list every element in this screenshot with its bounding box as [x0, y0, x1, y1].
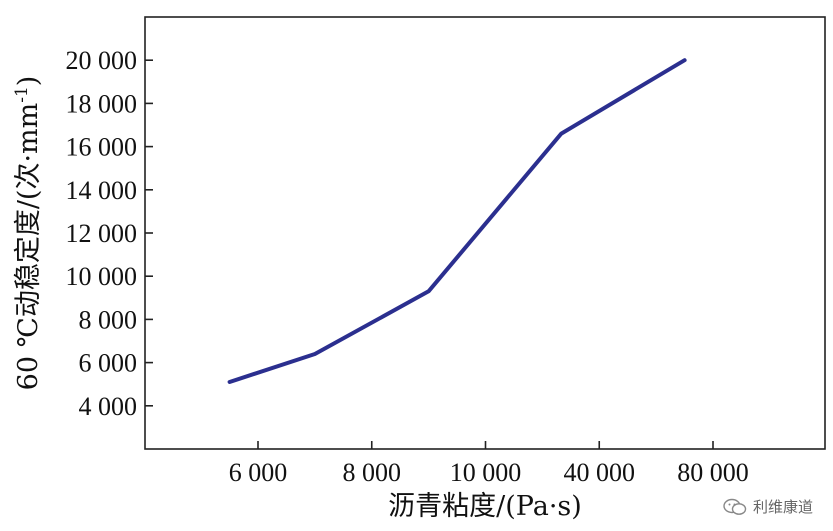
y-axis-title: 60 ℃动稳定度/(次·mm-1) [12, 76, 44, 391]
y-tick-label: 4 000 [79, 392, 138, 421]
x-axis: 6 000 8 000 10 000 40 000 80 000 [229, 441, 749, 487]
y-tick-label: 14 000 [66, 176, 138, 205]
y-axis-title-sup: -1 [12, 86, 32, 103]
x-axis-title: 沥青粘度/(Pa·s) [388, 491, 582, 522]
x-tick-label: 6 000 [229, 458, 288, 487]
y-tick-label: 8 000 [79, 305, 138, 334]
series-line [227, 58, 687, 384]
x-tick-label: 80 000 [677, 458, 749, 487]
wechat-icon [723, 498, 747, 515]
y-tick-label: 18 000 [66, 89, 138, 118]
y-tick-label: 20 000 [66, 46, 138, 75]
y-tick-label: 10 000 [66, 262, 138, 291]
x-tick-label: 8 000 [343, 458, 402, 487]
y-tick-label: 12 000 [66, 219, 138, 248]
watermark-text: 利维康道 [752, 498, 813, 516]
plot-frame [144, 16, 826, 450]
y-tick-label: 16 000 [66, 133, 138, 162]
y-tick-label: 6 000 [79, 349, 138, 378]
watermark: 利维康道 [723, 496, 813, 517]
y-axis-title-close: ) [13, 76, 44, 87]
y-axis: 4 000 6 000 8 000 10 000 12 000 14 000 16 000 1… [66, 46, 153, 421]
y-axis-title-main: 60 ℃动稳定度/(次·mm [13, 103, 44, 391]
x-tick-label: 40 000 [564, 458, 636, 487]
x-tick-label: 10 000 [450, 458, 522, 487]
